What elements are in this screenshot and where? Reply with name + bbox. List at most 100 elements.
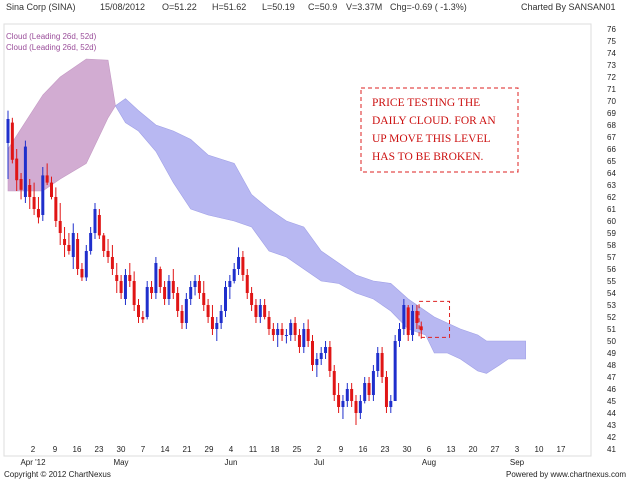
highlight-box: [418, 300, 451, 338]
legend-cloud-1: Cloud (Leading 26d, 52d): [6, 32, 97, 41]
volume-value: V=3.37M: [346, 2, 382, 12]
y-tick-label: 65: [607, 157, 616, 166]
y-tick-label: 48: [607, 361, 616, 370]
candle-body: [250, 293, 254, 305]
x-tick-label: 2: [31, 445, 36, 454]
candle-body: [110, 257, 114, 269]
y-tick-label: 50: [607, 337, 616, 346]
candle-body: [393, 341, 397, 401]
candle-body: [271, 329, 275, 335]
candle-body: [384, 377, 388, 407]
x-tick-label: 9: [53, 445, 58, 454]
candle-body: [371, 371, 375, 395]
candle-body: [419, 326, 423, 331]
y-tick-label: 74: [607, 49, 616, 58]
candle-body: [119, 281, 123, 293]
charted-by: Charted By SANSAN01: [521, 2, 616, 12]
high-value: H=51.62: [212, 2, 246, 12]
candle-body: [202, 293, 206, 305]
candle-body: [232, 269, 236, 281]
candle-body: [402, 305, 406, 329]
y-tick-label: 41: [607, 445, 616, 454]
candle-body: [10, 122, 14, 160]
candle-body: [219, 311, 223, 323]
x-tick-label: 7: [141, 445, 146, 454]
close-value: C=50.9: [308, 2, 337, 12]
candle-body: [398, 329, 401, 341]
x-tick-label: 16: [359, 445, 368, 454]
candle-body: [84, 251, 88, 278]
candle-body: [210, 317, 214, 329]
x-tick-label: 16: [73, 445, 82, 454]
y-tick-label: 64: [607, 169, 616, 178]
candle-body: [141, 317, 145, 320]
x-tick-label: 9: [339, 445, 344, 454]
y-tick-label: 61: [607, 205, 616, 214]
candle-body: [93, 209, 97, 233]
candle-body: [215, 323, 219, 329]
candle-body: [415, 311, 419, 323]
candle-body: [258, 305, 262, 317]
x-tick-label: 14: [161, 445, 170, 454]
candle-body: [163, 287, 167, 299]
low-value: L=50.19: [262, 2, 295, 12]
x-tick-label: 20: [469, 445, 478, 454]
y-tick-label: 71: [607, 85, 616, 94]
x-month-label: Apr '12: [20, 458, 46, 467]
annotation-box: PRICE TESTING THE DAILY CLOUD. FOR AN UP…: [360, 87, 519, 173]
chart-date: 15/08/2012: [100, 2, 145, 12]
y-tick-label: 53: [607, 301, 616, 310]
annotation-line-3: UP MOVE THIS LEVEL: [372, 133, 491, 145]
candle-body: [167, 281, 171, 299]
candle-body: [289, 323, 293, 335]
candle-body: [128, 275, 132, 281]
y-tick-label: 57: [607, 253, 616, 262]
candle-body: [367, 383, 371, 395]
candle-body: [63, 239, 67, 245]
y-tick-label: 68: [607, 121, 616, 130]
y-tick-label: 49: [607, 349, 616, 358]
candle-body: [302, 329, 306, 347]
x-tick-label: 17: [557, 445, 566, 454]
y-tick-label: 52: [607, 313, 616, 322]
y-tick-label: 67: [607, 133, 616, 142]
candle-body: [115, 275, 119, 281]
candle-body: [171, 281, 175, 293]
candle-body: [341, 401, 345, 407]
change-value: Chg=-0.69 ( -1.3%): [390, 2, 467, 12]
x-tick-label: 21: [183, 445, 192, 454]
x-tick-label: 10: [535, 445, 544, 454]
candle-body: [176, 293, 180, 311]
candle-body: [36, 209, 40, 218]
y-tick-label: 42: [607, 433, 616, 442]
candle-body: [237, 257, 241, 269]
candle-body: [67, 245, 71, 251]
y-tick-label: 60: [607, 217, 616, 226]
open-value: O=51.22: [162, 2, 197, 12]
y-tick-label: 56: [607, 265, 616, 274]
x-tick-label: 18: [271, 445, 280, 454]
x-tick-label: 6: [427, 445, 432, 454]
x-tick-label: 23: [95, 445, 104, 454]
annotation-line-1: PRICE TESTING THE: [372, 97, 480, 109]
candle-body: [363, 383, 367, 401]
candle-body: [254, 305, 258, 317]
candle-body: [6, 119, 10, 143]
y-tick-label: 54: [607, 289, 616, 298]
powered-by: Powered by www.chartnexus.com: [506, 470, 626, 479]
y-tick-label: 66: [607, 145, 616, 154]
candle-body: [315, 359, 319, 365]
candle-body: [328, 347, 332, 371]
candle-body: [263, 305, 267, 317]
candlestick-series: [6, 110, 423, 425]
y-tick-label: 63: [607, 181, 616, 190]
y-tick-label: 69: [607, 109, 616, 118]
y-tick-label: 44: [607, 409, 616, 418]
candle-body: [284, 335, 288, 336]
x-tick-label: 13: [447, 445, 456, 454]
candle-body: [376, 353, 380, 371]
candle-body: [280, 329, 284, 335]
candle-body: [332, 371, 336, 395]
candle-body: [158, 269, 162, 287]
y-tick-label: 45: [607, 397, 616, 406]
